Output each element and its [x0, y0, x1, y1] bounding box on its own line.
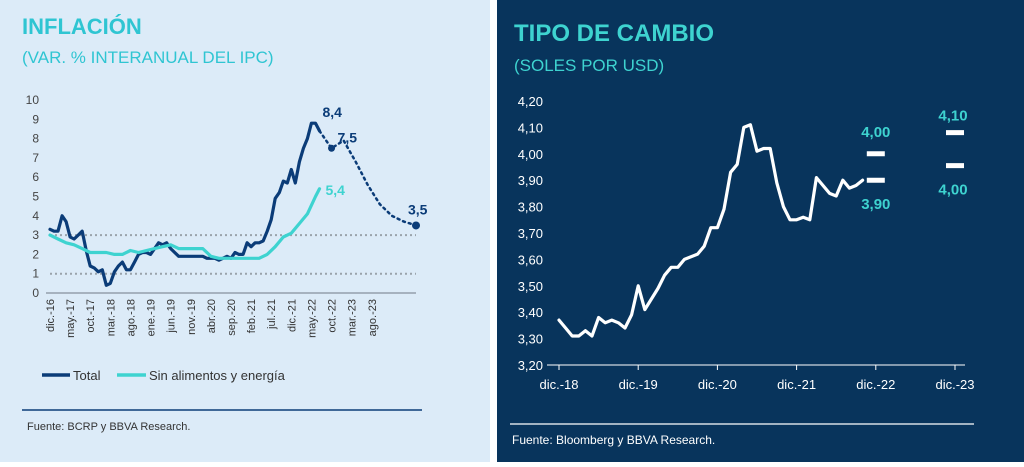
data-label: 3,90 — [861, 196, 890, 213]
source-note: Fuente: BCRP y BBVA Research. — [27, 421, 190, 433]
y-tick-label: 4,10 — [518, 120, 543, 135]
x-tick-label: jun.-19 — [166, 299, 178, 334]
x-tick-label: sep.-20 — [226, 299, 238, 336]
y-tick-label: 7 — [32, 151, 39, 165]
x-tick-label: oct.-17 — [85, 299, 97, 333]
x-tick-label: ago.-23 — [367, 299, 379, 336]
data-label: 4,00 — [861, 124, 890, 141]
y-tick-label: 5 — [32, 190, 39, 204]
x-tick-label: may.-22 — [306, 299, 318, 338]
x-tick-label: dic.-23 — [935, 377, 974, 392]
y-tick-label: 1 — [32, 267, 39, 281]
data-label: 5,4 — [325, 182, 345, 198]
y-tick-label: 3,80 — [518, 200, 543, 215]
chart-title: TIPO DE CAMBIO — [514, 20, 714, 47]
x-tick-label: feb.-21 — [246, 299, 258, 333]
exchange-rate-panel: TIPO DE CAMBIO (SOLES POR USD) 3,20 3,30 3,4… — [497, 0, 1024, 462]
series-line-projection — [318, 129, 418, 227]
y-tick-label: 10 — [26, 93, 40, 107]
x-tick-label: abr.-20 — [206, 299, 218, 333]
exchange-rate-chart: TIPO DE CAMBIO (SOLES POR USD) 3,20 3,30 3,4… — [510, 20, 975, 447]
x-tick-label: jul.-21 — [266, 299, 278, 330]
data-point-marker — [328, 144, 336, 152]
y-tick-label: 3,50 — [518, 279, 543, 294]
chart-subtitle: (SOLES POR USD) — [514, 56, 664, 75]
data-label: 8,4 — [322, 104, 342, 120]
x-tick-label: dic.-16 — [45, 299, 57, 332]
x-tick-label: dic.-21 — [286, 299, 298, 332]
data-point-marker — [412, 221, 420, 230]
x-tick-label: ene.-19 — [146, 299, 158, 336]
series-line — [48, 187, 322, 260]
y-tick-label: 0 — [32, 286, 39, 300]
x-tick-label: nov.-19 — [186, 299, 198, 335]
data-label: 7,5 — [338, 129, 358, 145]
x-tick-label: ago.-18 — [125, 299, 137, 336]
data-label: 4,10 — [938, 108, 967, 125]
series-line — [48, 121, 322, 287]
data-label: 4,00 — [938, 182, 967, 199]
series-line — [557, 123, 865, 338]
y-tick-label: 3,20 — [518, 358, 543, 373]
y-tick-label: 3,70 — [518, 226, 543, 241]
x-tick-label: dic.-21 — [777, 377, 816, 392]
x-tick-label: oct.-22 — [327, 299, 339, 333]
x-tick-label: mar.-23 — [347, 299, 359, 336]
inflation-chart: INFLACIÓN (VAR. % INTERANUAL DEL IPC) 0 1 2 3… — [22, 14, 428, 433]
x-tick-label: mar.-18 — [105, 299, 117, 336]
legend-label: Sin alimentos y energía — [149, 368, 286, 383]
y-tick-label: 3,40 — [518, 305, 543, 320]
legend-label: Total — [73, 368, 101, 383]
inflation-panel: INFLACIÓN (VAR. % INTERANUAL DEL IPC) 0 1 2 3… — [0, 0, 490, 462]
chart-subtitle: (VAR. % INTERANUAL DEL IPC) — [22, 48, 274, 67]
data-label: 3,5 — [408, 201, 428, 217]
y-tick-label: 4,20 — [518, 94, 543, 109]
y-tick-label: 6 — [32, 170, 39, 184]
y-tick-label: 2 — [32, 247, 39, 261]
y-tick-label: 3,60 — [518, 252, 543, 267]
chart-title: INFLACIÓN — [22, 14, 142, 39]
y-tick-label: 3 — [32, 228, 39, 242]
y-tick-label: 3,90 — [518, 173, 543, 188]
y-tick-label: 4 — [32, 209, 39, 223]
x-tick-label: dic.-20 — [698, 377, 737, 392]
x-tick-label: may.-17 — [65, 299, 77, 338]
y-tick-label: 9 — [32, 112, 39, 126]
x-tick-label: dic.-19 — [619, 377, 658, 392]
y-tick-label: 3,30 — [518, 332, 543, 347]
y-tick-label: 8 — [32, 132, 39, 146]
y-tick-label: 4,00 — [518, 147, 543, 162]
source-note: Fuente: Bloomberg y BBVA Research. — [512, 433, 715, 447]
x-tick-label: dic.-22 — [856, 377, 895, 392]
x-tick-label: dic.-18 — [539, 377, 578, 392]
